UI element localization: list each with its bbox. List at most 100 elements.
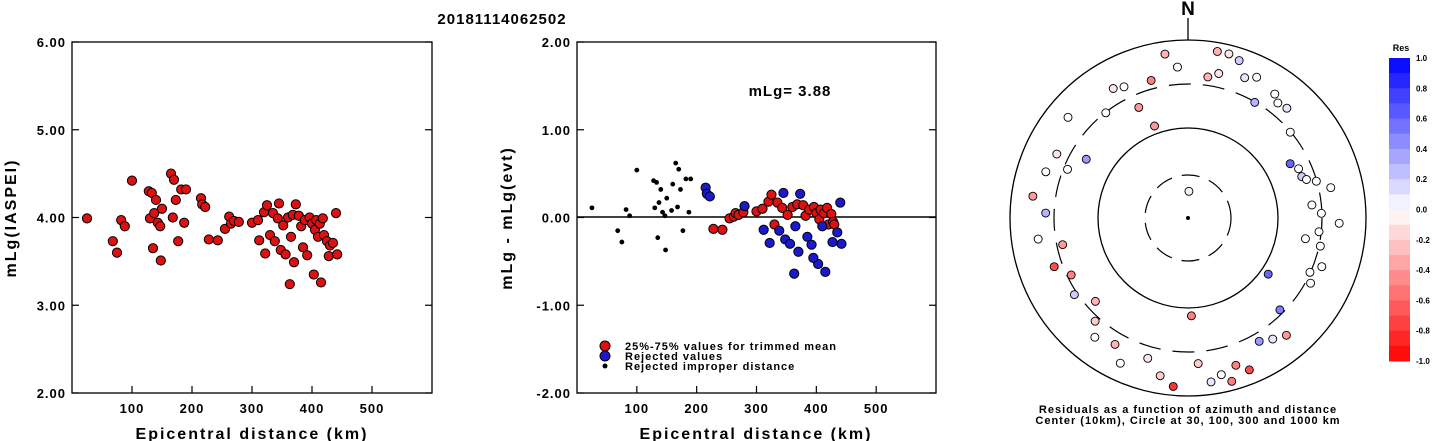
chart2-legend: 25%-75% values for trimmed mean Rejected… [599,340,837,373]
polar-point [1041,208,1051,218]
polar-point [1186,311,1196,321]
y-tick-label: 5.00 [37,123,66,138]
data-point [254,235,265,246]
data-point [678,187,683,192]
chart1-ticks: 100 200 300 400 500 2.00 3.00 4.00 5.00 6.00 [37,35,432,416]
y-tick-label: -2.00 [536,386,571,401]
circle-100km [1097,127,1279,309]
colorbar-label: -0.4 [1416,266,1430,275]
data-point [269,236,280,247]
data-point [619,239,625,245]
polar-point [1268,334,1278,344]
magnitude-vs-distance-chart: 100 200 300 400 500 2.00 3.00 4.00 5.00 6.00 Epic… [3,35,433,441]
data-point [272,213,283,224]
colorbar-cell [1389,300,1410,317]
data-point [203,234,214,245]
figure-title: 20181114062502 [437,11,566,28]
data-point [655,235,661,241]
colorbar-label: -0.6 [1416,296,1430,305]
polar-point [1227,376,1237,386]
colorbar-label: -0.8 [1416,327,1430,336]
data-point [627,213,633,219]
polar-point [1275,305,1285,315]
polar-point [1244,365,1254,375]
polar-point [1143,353,1153,363]
colorbar-cells [1389,58,1410,362]
data-point [81,213,93,224]
colorbar-cell [1389,315,1410,332]
data-point [180,184,192,195]
data-point [793,246,804,257]
data-point [173,236,184,247]
data-point [827,236,838,248]
data-point [167,212,178,223]
polar-points [1028,47,1344,391]
polar-point [1150,121,1159,131]
data-point [654,180,659,185]
polar-point [1155,371,1165,381]
data-point [155,221,166,232]
polar-point [1052,149,1062,159]
data-point [835,197,846,208]
data-point [261,200,273,211]
residual-colorbar: Res 1.0 0.8 0.6 0.4 0.2 0.0 -0.2 -0.4 -0.6 -0.8 -1… [1389,43,1430,366]
y-tick-label: 2.00 [37,386,66,401]
polar-point [1090,296,1100,306]
polar-point [1285,159,1295,169]
y-tick-label: 4.00 [37,211,66,226]
x-tick-label: 100 [624,401,649,416]
data-point [717,224,728,235]
polar-point [1250,97,1260,107]
data-point [278,220,289,231]
data-point [147,243,159,254]
data-point [795,188,806,199]
x-tick-label: 200 [180,401,205,416]
circle-300km [1053,83,1323,353]
colorbar-cell [1389,194,1410,210]
x-tick-label: 300 [240,401,265,416]
polar-point [1033,234,1043,244]
polar-point [1285,127,1295,137]
data-point [806,239,817,250]
data-point [758,224,769,235]
x-tick-label: 500 [864,401,889,416]
legend-marker-improper-distance [602,363,608,369]
polar-point [1110,339,1120,349]
colorbar-label: 0.0 [1416,206,1428,215]
data-point [273,198,285,209]
colorbar-label: 0.6 [1416,115,1428,124]
polar-point [1069,290,1079,300]
data-point [327,237,339,249]
polar-point [1134,102,1144,112]
data-point [789,268,800,279]
data-point [766,189,777,200]
legend-label-trimmed-mean: 25%-75% values for trimmed mean [625,341,837,353]
data-point [168,174,180,185]
data-point [155,255,166,266]
colorbar-cell [1389,209,1410,226]
data-point [126,175,138,186]
polar-point [1193,359,1203,369]
chart2-y-axis-label: mLg - mLg(evt) [499,146,516,290]
colorbar-cell [1389,239,1410,256]
polar-point [1281,330,1291,340]
data-point [589,205,595,211]
polar-point [1041,167,1051,177]
colorbar-label: 0.2 [1416,175,1428,184]
polar-point [1090,316,1100,326]
chart1-points [81,168,343,290]
polar-point [1270,89,1280,99]
colorbar-cell [1389,164,1410,180]
data-point [290,199,301,210]
data-point [764,237,775,249]
colorbar-label: 0.4 [1416,145,1428,154]
data-point [704,191,715,202]
colorbar-cell [1389,73,1410,89]
colorbar-cell [1389,254,1410,271]
colorbar-cell [1389,345,1410,362]
polar-point [1294,164,1304,174]
data-point [285,231,297,242]
data-point [302,250,313,261]
data-point [739,200,750,212]
